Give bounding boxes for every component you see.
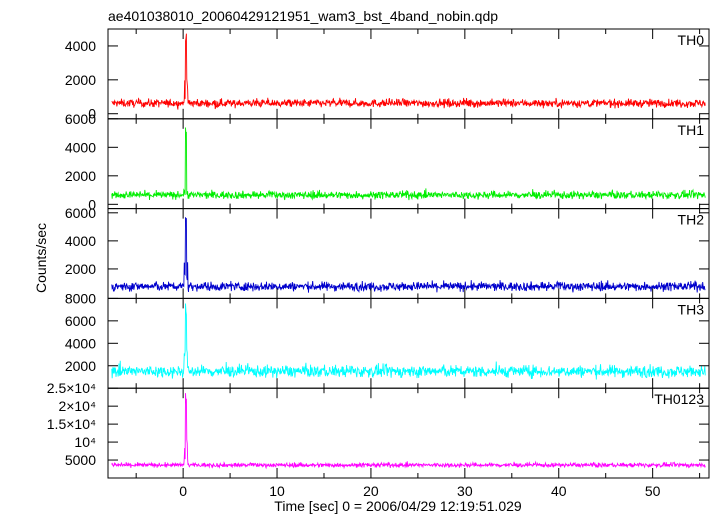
panel-th2: 2000 4000 6000 TH2 (65, 205, 710, 299)
y-tick-label: 4000 (65, 139, 96, 155)
y-tick-label: 4000 (65, 233, 96, 249)
chart-title: ae401038010_20060429121951_wam3_bst_4ban… (108, 8, 498, 24)
x-tick-label: 10 (269, 483, 285, 499)
panel-frame (107, 297, 710, 389)
panel-label: TH1 (678, 122, 705, 138)
y-tick-label: 6000 (65, 205, 96, 221)
y-tick-label: 0 (88, 196, 96, 212)
y-tick-label: 4000 (65, 335, 96, 351)
panel-label: TH0123 (654, 391, 704, 407)
y-tick-label: 2000 (65, 72, 96, 88)
x-tick-label: 20 (363, 483, 379, 499)
y-tick-label: 2000 (65, 358, 96, 374)
y-tick-label: 10⁴ (74, 434, 96, 450)
y-tick-label: 8000 (65, 290, 96, 306)
y-tick-label: 0 (88, 106, 96, 122)
y-tick-label: 6000 (65, 313, 96, 329)
series-line-th0 (111, 33, 706, 110)
y-tick-label: 2000 (65, 261, 96, 277)
panels: 0 2000 4000 TH0 0 2000 4000 6000 TH1 2000 4000 6000… (47, 28, 710, 479)
panel-th3: 2000 4000 6000 8000 TH3 (65, 290, 710, 389)
panel-th0123: 5000 10⁴ 1.5×10⁴ 2×10⁴ 2.5×10⁴ TH0123 (47, 380, 710, 479)
x-axis-label: Time [sec] 0 = 2006/04/29 12:19:51.029 (274, 498, 522, 514)
y-tick-label: 2000 (65, 168, 96, 184)
y-tick-label: 5000 (65, 452, 96, 468)
series-line-th0123 (111, 393, 706, 470)
x-tick-label: 40 (551, 483, 567, 499)
y-tick-label: 2.5×10⁴ (47, 380, 96, 396)
panel-label: TH0 (678, 32, 705, 48)
x-tick-label: 50 (645, 483, 661, 499)
panel-th1: 0 2000 4000 6000 TH1 (65, 111, 710, 212)
panel-frame (107, 387, 710, 479)
y-tick-label: 2×10⁴ (58, 398, 96, 414)
x-axis: 0 10 20 30 40 50 (179, 483, 660, 499)
panel-label: TH3 (678, 301, 705, 317)
x-tick-label: 30 (457, 483, 473, 499)
series-line-th2 (111, 217, 706, 293)
x-tick-label: 0 (179, 483, 187, 499)
series-line-th3 (111, 303, 706, 380)
panel-th0: 0 2000 4000 TH0 (65, 28, 710, 122)
y-tick-label: 6000 (65, 111, 96, 127)
y-tick-label: 4000 (65, 38, 96, 54)
panel-label: TH2 (678, 212, 705, 228)
series-line-th1 (111, 127, 706, 201)
y-axis-label: Counts/sec (33, 223, 49, 293)
y-tick-label: 1.5×10⁴ (47, 416, 96, 432)
